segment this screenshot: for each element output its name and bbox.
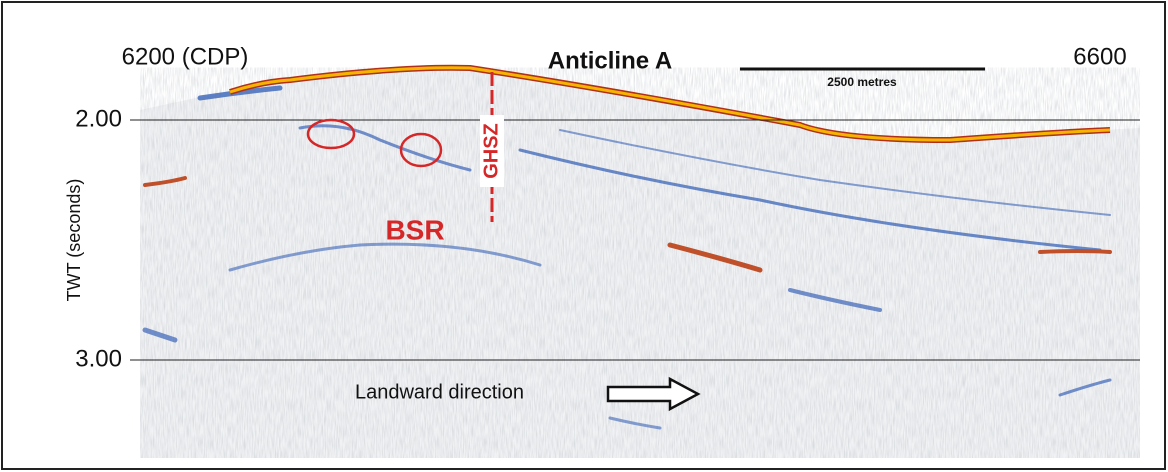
title: Anticline A <box>548 47 672 74</box>
left-label: 6200 (CDP) <box>122 43 249 70</box>
y-label: 3.00 <box>75 345 122 372</box>
scale-label: 2500 metres <box>827 75 897 89</box>
bsr-label: BSR <box>385 214 444 245</box>
right-label: 6600 <box>1073 43 1126 70</box>
figure: 6200 (CDP) 6600 Anticline A 2500 metres … <box>0 0 1168 472</box>
ghsz-label: GHSZ <box>480 123 502 179</box>
direction-label: Landward direction <box>355 381 524 403</box>
y-axis-title: TWT (seconds) <box>64 179 84 302</box>
y-label: 2.00 <box>75 105 122 132</box>
